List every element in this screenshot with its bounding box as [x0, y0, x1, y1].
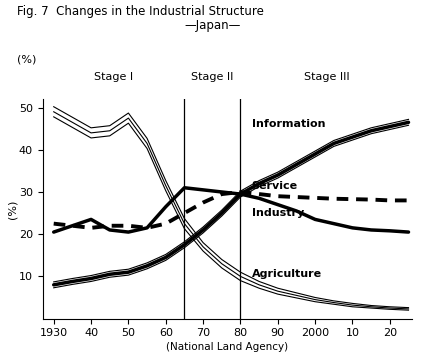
Text: Fig. 7  Changes in the Industrial Structure: Fig. 7 Changes in the Industrial Structu…	[17, 5, 264, 18]
Text: Stage II: Stage II	[191, 72, 234, 81]
Text: Service: Service	[252, 181, 298, 191]
Y-axis label: (%): (%)	[7, 199, 17, 218]
Text: Agriculture: Agriculture	[252, 269, 322, 279]
Text: (%): (%)	[17, 55, 37, 65]
X-axis label: (National Land Agency): (National Land Agency)	[166, 342, 289, 353]
Text: Stage III: Stage III	[303, 72, 349, 81]
Text: Information: Information	[252, 119, 325, 130]
Text: Industry: Industry	[252, 208, 304, 218]
Text: —Japan—: —Japan—	[184, 19, 241, 33]
Text: Stage I: Stage I	[94, 72, 133, 81]
